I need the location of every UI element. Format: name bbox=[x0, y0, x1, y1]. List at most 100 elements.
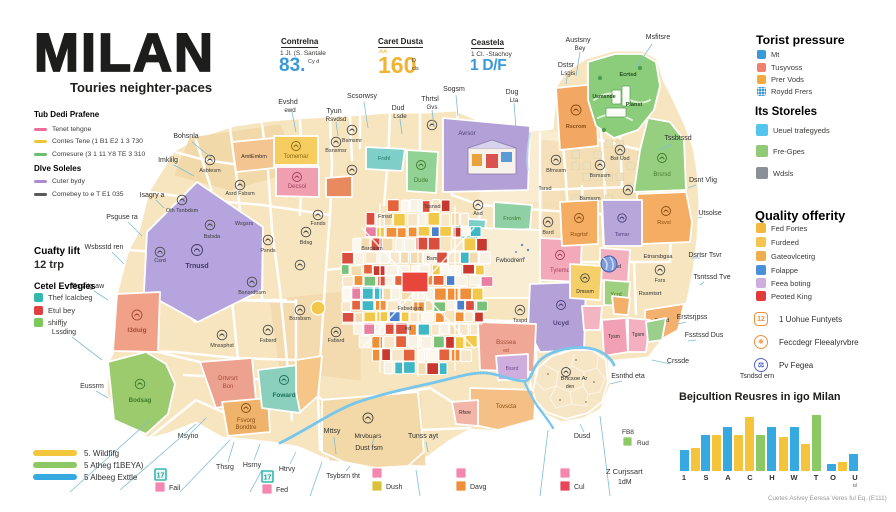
svg-text:Usmsnde: Usmsnde bbox=[592, 94, 615, 100]
svg-text:Fsnds: Fsnds bbox=[311, 221, 326, 227]
svg-text:Tgsm: Tgsm bbox=[632, 332, 645, 338]
svg-text:Rud: Rud bbox=[637, 440, 649, 447]
svg-text:Tovscta: Tovscta bbox=[496, 404, 517, 410]
svg-text:Bsnsrdbsm: Bsnsrdbsm bbox=[238, 290, 266, 296]
svg-text:Fsvorg: Fsvorg bbox=[237, 418, 255, 424]
svg-text:Tysm: Tysm bbox=[608, 334, 620, 340]
svg-text:Bohsnla: Bohsnla bbox=[173, 133, 198, 140]
svg-text:Dud: Dud bbox=[392, 105, 405, 112]
svg-text:Drtvrsrt: Drtvrsrt bbox=[218, 376, 238, 382]
svg-text:Mrvbuars: Mrvbuars bbox=[354, 433, 382, 440]
svg-text:Fsstssd Dus: Fsstssd Dus bbox=[685, 332, 724, 339]
svg-text:Dude: Dude bbox=[414, 178, 429, 184]
svg-text:U: U bbox=[852, 473, 857, 482]
svg-text:Rssfitg aw: Rssfitg aw bbox=[72, 283, 105, 290]
svg-text:W: W bbox=[790, 473, 798, 482]
svg-text:Gvs: Gvs bbox=[426, 104, 437, 111]
svg-text:Dug: Dug bbox=[506, 89, 519, 96]
svg-text:Bst Usd: Bst Usd bbox=[610, 156, 629, 162]
svg-text:Bsrdssm: Bsrdssm bbox=[361, 246, 383, 252]
svg-text:Bdsg: Bdsg bbox=[300, 240, 313, 246]
svg-text:Rsgrtsf: Rsgrtsf bbox=[570, 232, 588, 238]
svg-text:T: T bbox=[814, 473, 819, 482]
svg-text:Fsbsdssm: Fsbsdssm bbox=[397, 306, 422, 312]
svg-text:Tsspd: Tsspd bbox=[513, 318, 527, 324]
svg-text:1dM: 1dM bbox=[618, 479, 632, 486]
svg-text:1: 1 bbox=[682, 473, 686, 482]
svg-text:Sogsm: Sogsm bbox=[443, 86, 465, 93]
svg-text:Scsorwsy: Scsorwsy bbox=[347, 93, 377, 100]
svg-text:Dust fsm: Dust fsm bbox=[355, 445, 383, 452]
svg-text:Fsbsrd: Fsbsrd bbox=[260, 338, 277, 344]
svg-text:Bssrd: Bssrd bbox=[506, 366, 519, 372]
svg-text:Frcrdm: Frcrdm bbox=[503, 216, 521, 222]
svg-text:Tssbtssd: Tssbtssd bbox=[664, 135, 691, 142]
svg-text:Ycrd: Ycrd bbox=[610, 292, 621, 298]
svg-text:Rfsre: Rfsre bbox=[459, 410, 471, 416]
svg-text:Lsde: Lsde bbox=[393, 113, 407, 120]
svg-text:den: den bbox=[566, 384, 575, 390]
svg-text:Tyremd: Tyremd bbox=[550, 268, 570, 274]
svg-text:Utsolse: Utsolse bbox=[698, 210, 721, 217]
svg-text:Davg: Davg bbox=[470, 484, 486, 491]
svg-text:ed: ed bbox=[405, 326, 411, 332]
svg-text:Ucyd: Ucyd bbox=[553, 320, 569, 327]
svg-text:Cul: Cul bbox=[574, 484, 585, 491]
svg-text:Brsrsd: Brsrsd bbox=[653, 172, 670, 178]
svg-text:Trnusd: Trnusd bbox=[185, 263, 208, 270]
svg-text:Mttsy: Mttsy bbox=[324, 428, 341, 435]
svg-text:Wsbsstd ren: Wsbsstd ren bbox=[85, 244, 124, 251]
svg-text:Dush: Dush bbox=[386, 484, 402, 491]
svg-text:Bsrd: Bsrd bbox=[542, 230, 553, 236]
svg-text:tif: tif bbox=[853, 483, 857, 488]
svg-text:Crssde: Crssde bbox=[667, 358, 689, 365]
svg-text:O: O bbox=[830, 473, 836, 482]
svg-text:Wsgsrs: Wsgsrs bbox=[235, 221, 254, 227]
svg-text:Thrtsl: Thrtsl bbox=[421, 96, 439, 103]
svg-text:Htrvy: Htrvy bbox=[279, 466, 296, 473]
svg-text:Dsrtsr Tsvr: Dsrtsr Tsvr bbox=[688, 252, 722, 259]
svg-text:Dmssm: Dmssm bbox=[576, 289, 594, 295]
svg-text:C: C bbox=[747, 473, 753, 482]
svg-text:Bsmssm: Bsmssm bbox=[579, 196, 601, 202]
svg-text:Fmsd: Fmsd bbox=[378, 214, 392, 220]
svg-text:Tsmsr: Tsmsr bbox=[615, 232, 630, 238]
svg-text:AmtEmbm: AmtEmbm bbox=[241, 154, 267, 160]
svg-text:Bey: Bey bbox=[575, 45, 587, 52]
svg-text:Bsssea: Bsssea bbox=[496, 340, 516, 346]
svg-text:Bfmssm: Bfmssm bbox=[546, 168, 566, 174]
svg-text:Bslsda: Bslsda bbox=[204, 234, 221, 240]
svg-text:Dusd: Dusd bbox=[574, 433, 590, 440]
svg-text:Esnthd eta: Esnthd eta bbox=[611, 373, 645, 380]
svg-text:Bsmsmr: Bsmsmr bbox=[342, 138, 362, 144]
svg-text:Thsrg: Thsrg bbox=[216, 464, 234, 471]
svg-text:Rscrom: Rscrom bbox=[566, 124, 587, 130]
svg-text:I3duig: I3duig bbox=[127, 327, 146, 334]
svg-text:Bsmssm: Bsmssm bbox=[589, 173, 611, 179]
svg-text:FB8: FB8 bbox=[622, 429, 634, 436]
svg-text:S: S bbox=[703, 473, 708, 482]
svg-text:Erstsrjpss: Erstsrjpss bbox=[677, 314, 708, 321]
svg-text:Decsol: Decsol bbox=[288, 184, 306, 190]
svg-text:Bon: Bon bbox=[223, 384, 234, 390]
svg-text:Z Curjssart: Z Curjssart bbox=[606, 467, 644, 476]
svg-text:Oth Tsnbdsm: Oth Tsnbdsm bbox=[166, 208, 199, 214]
svg-text:H: H bbox=[769, 473, 774, 482]
svg-text:ed: ed bbox=[503, 348, 509, 354]
svg-text:ewd: ewd bbox=[284, 107, 296, 114]
svg-text:Fsbsrd: Fsbsrd bbox=[328, 338, 345, 344]
svg-text:Asrd Fsbsm: Asrd Fsbsm bbox=[225, 191, 255, 197]
svg-text:Hsrny: Hsrny bbox=[243, 462, 262, 469]
svg-text:17: 17 bbox=[264, 475, 272, 482]
svg-text:Tssnsd: Tssnsd bbox=[423, 204, 440, 210]
svg-text:Bsm: Bsm bbox=[427, 256, 438, 262]
svg-text:Psnds: Psnds bbox=[260, 248, 276, 254]
svg-text:Frshl: Frshl bbox=[378, 156, 390, 162]
svg-text:Rsvsl: Rsvsl bbox=[657, 220, 670, 226]
svg-text:Rssmtsrt: Rssmtsrt bbox=[639, 291, 662, 297]
svg-text:Tomemar: Tomemar bbox=[283, 154, 308, 160]
svg-text:Tsntssd Tve: Tsntssd Tve bbox=[693, 274, 730, 281]
svg-text:17: 17 bbox=[157, 473, 165, 480]
svg-text:Csrd: Csrd bbox=[154, 258, 166, 264]
svg-text:Fed: Fed bbox=[276, 487, 288, 494]
